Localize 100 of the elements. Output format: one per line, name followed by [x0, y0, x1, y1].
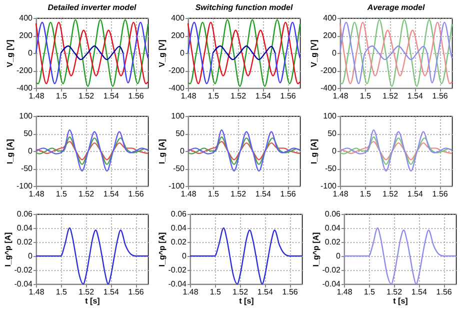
y-tick-label: -50	[172, 164, 186, 173]
y-tick-label: -100	[168, 182, 186, 190]
y-tick-label: 0	[180, 48, 186, 58]
x-tick-label: 1.48	[332, 190, 349, 198]
y-tick-label: 0	[332, 48, 338, 58]
y-tick-label: 0.04	[324, 224, 342, 232]
line-series	[60, 45, 124, 60]
y-tick-label: -200	[320, 66, 338, 75]
x-tick-label: 1.54	[103, 288, 120, 296]
x-tick-label: 1.5	[360, 92, 372, 100]
x-tick-label: 1.5	[360, 190, 372, 198]
x-tick-label: 1.54	[407, 92, 424, 100]
x-tick-label: 1.54	[411, 288, 428, 296]
line-series	[35, 140, 149, 160]
y-tick-label: 100	[19, 112, 34, 120]
x-tick-label: 1.48	[332, 92, 349, 100]
y-tick-label: 0	[28, 146, 34, 156]
x-tick-label: 1.52	[232, 288, 249, 296]
y-tick-label: 0	[28, 48, 34, 58]
y-tick-label: 0	[336, 252, 342, 260]
x-tick-label: 1.5	[208, 92, 220, 100]
y-tick-label: -100	[16, 182, 34, 190]
y-tick-label: -400	[168, 84, 186, 92]
y-axis-title: V_g [V]	[5, 39, 14, 68]
x-tick-label: 1.56	[432, 92, 448, 100]
y-axis-title: I_g^p [A]	[311, 232, 320, 267]
x-tick-label: 1.5	[56, 92, 68, 100]
x-tick-label: 1.5	[364, 288, 376, 296]
x-tick-label: 1.48	[28, 190, 45, 198]
y-tick-label: 0.06	[170, 210, 188, 218]
line-series	[187, 129, 301, 172]
y-tick-label: 200	[171, 31, 186, 40]
y-tick-label: -0.02	[14, 266, 34, 274]
y-axis-title: V_g [V]	[157, 39, 166, 68]
x-tick-label: 1.52	[382, 92, 399, 100]
x-tick-label: 1.56	[128, 92, 144, 100]
x-tick-label: 1.5	[210, 288, 222, 296]
x-tick-label: 1.5	[56, 190, 68, 198]
line-series	[35, 129, 149, 172]
y-axis-title: I_g [A]	[5, 138, 14, 164]
x-tick-label: 1.56	[280, 190, 296, 198]
x-tick-label: 1.54	[103, 92, 120, 100]
y-tick-label: 50	[24, 129, 34, 138]
y-tick-label: 0.04	[170, 224, 188, 232]
x-tick-label: 1.52	[230, 190, 247, 198]
y-tick-label: 0.02	[16, 238, 34, 246]
y-tick-label: 200	[323, 31, 338, 40]
y-tick-label: 400	[171, 14, 186, 22]
x-tick-label: 1.54	[257, 288, 274, 296]
y-tick-label: 0.02	[324, 238, 342, 246]
y-tick-label: -0.02	[168, 266, 188, 274]
y-tick-label: 400	[323, 14, 338, 22]
y-axis-title: I_g^p [A]	[157, 232, 166, 267]
line-series	[187, 136, 301, 165]
y-tick-label: -200	[16, 66, 34, 75]
line-series	[339, 129, 453, 172]
y-tick-label: -0.04	[168, 280, 188, 288]
x-tick-label: 1.56	[128, 190, 144, 198]
y-tick-label: 0.02	[170, 238, 188, 246]
y-tick-label: 0.06	[324, 210, 342, 218]
x-tick-label: 1.54	[103, 190, 120, 198]
y-tick-label: 200	[19, 31, 34, 40]
y-axis-title: I_g [A]	[309, 138, 318, 164]
line-series	[35, 136, 149, 165]
x-tick-label: 1.48	[336, 288, 353, 296]
y-tick-label: -100	[320, 182, 338, 190]
y-tick-label: 0.06	[16, 210, 34, 218]
y-tick-label: -50	[324, 164, 338, 173]
line-series	[187, 140, 301, 160]
x-tick-label: 1.56	[280, 92, 296, 100]
x-tick-label: 1.56	[128, 288, 144, 296]
x-tick-label: 1.56	[432, 190, 448, 198]
x-axis-title: t [s]	[85, 296, 100, 306]
x-axis-title: t [s]	[393, 296, 408, 306]
y-tick-label: 0.04	[16, 224, 34, 232]
y-tick-label: -400	[320, 84, 338, 92]
y-tick-label: 100	[323, 112, 338, 120]
x-tick-label: 1.52	[230, 92, 247, 100]
y-tick-label: -200	[168, 66, 186, 75]
y-axis-title: I_g^p [A]	[3, 232, 12, 267]
x-tick-label: 1.48	[180, 92, 197, 100]
x-tick-label: 1.5	[56, 288, 68, 296]
x-tick-label: 1.5	[208, 190, 220, 198]
y-tick-label: -400	[16, 84, 34, 92]
x-tick-label: 1.52	[386, 288, 403, 296]
x-tick-label: 1.56	[282, 288, 298, 296]
line-series	[339, 136, 453, 165]
y-tick-label: 0	[182, 252, 188, 260]
x-tick-label: 1.48	[28, 288, 45, 296]
y-tick-label: 50	[328, 129, 338, 138]
x-tick-label: 1.52	[78, 190, 95, 198]
x-tick-label: 1.48	[180, 190, 197, 198]
y-tick-label: 100	[171, 112, 186, 120]
x-tick-label: 1.52	[78, 288, 95, 296]
y-tick-label: 0	[180, 146, 186, 156]
x-tick-label: 1.54	[255, 190, 272, 198]
x-axis-title: t [s]	[239, 296, 254, 306]
line-series	[212, 45, 276, 60]
x-tick-label: 1.52	[382, 190, 399, 198]
y-tick-label: 50	[176, 129, 186, 138]
